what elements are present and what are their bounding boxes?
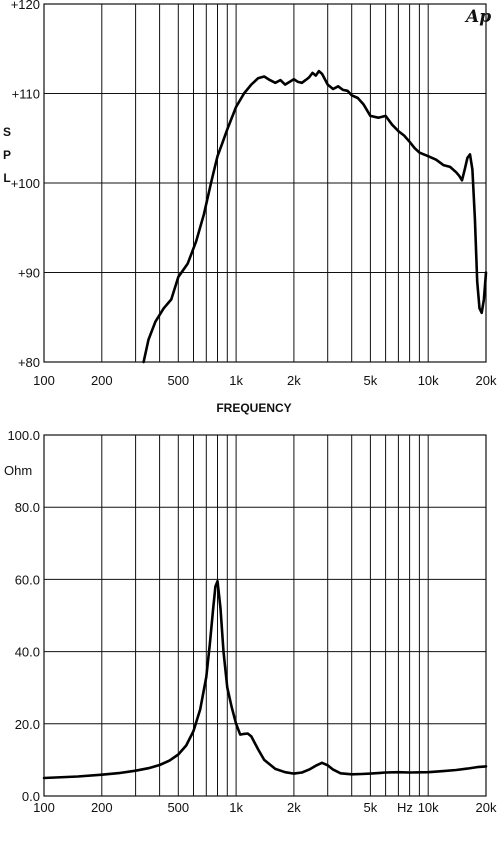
x-tick-label: 100: [33, 373, 55, 388]
y-tick-label: 80.0: [15, 500, 40, 515]
y-tick-label: +80: [18, 355, 40, 370]
y-tick-label: 100.0: [7, 428, 40, 443]
x-axis-label: FREQUENCY: [216, 401, 291, 415]
x-tick-label: 1k: [229, 373, 243, 388]
x-tick-label: 10k: [418, 373, 439, 388]
plot-frame: [43, 3, 487, 363]
x-axis-label: Hz: [397, 800, 413, 815]
y-axis-label: Ohm: [4, 463, 32, 478]
y-tick-label: 0.0: [22, 789, 40, 804]
x-tick-label: 500: [167, 373, 189, 388]
series-line: [142, 69, 488, 364]
series-line: [42, 579, 488, 780]
spl-frequency-chart: 100 200 500 1k 2k 5k 10k 20k +80 +90 +100 +110 +120 S…: [3, 0, 497, 415]
x-tick-label: 100: [33, 800, 55, 815]
impedance-chart: 100 200 500 1k 2k 5k 10k 20k 0.0 20.0 40.0 60.0 80.0…: [4, 428, 497, 815]
x-tick-label: 500: [167, 800, 189, 815]
y-tick-label: 40.0: [15, 645, 40, 660]
y-tick-label: 60.0: [15, 572, 40, 587]
plot-frame: [43, 434, 487, 797]
x-tick-label: 2k: [287, 800, 301, 815]
x-tick-label: 10k: [418, 800, 439, 815]
y-tick-label: +100: [11, 176, 40, 191]
x-tick-label: 200: [91, 800, 113, 815]
grid-lines: [44, 435, 486, 796]
y-tick-label: +120: [11, 0, 40, 12]
y-tick-label: +90: [18, 266, 40, 281]
y-tick-label: +110: [12, 87, 40, 102]
ap-logo: Ap: [464, 7, 491, 27]
x-tick-label: 5k: [364, 373, 378, 388]
y-tick-label: 20.0: [15, 717, 40, 732]
x-tick-label: 20k: [476, 800, 497, 815]
x-tick-label: 2k: [287, 373, 301, 388]
x-tick-label: 1k: [229, 800, 243, 815]
grid-lines: [44, 4, 486, 362]
x-tick-label: 5k: [364, 800, 378, 815]
x-tick-label: 200: [91, 373, 113, 388]
x-tick-label: 20k: [476, 373, 497, 388]
